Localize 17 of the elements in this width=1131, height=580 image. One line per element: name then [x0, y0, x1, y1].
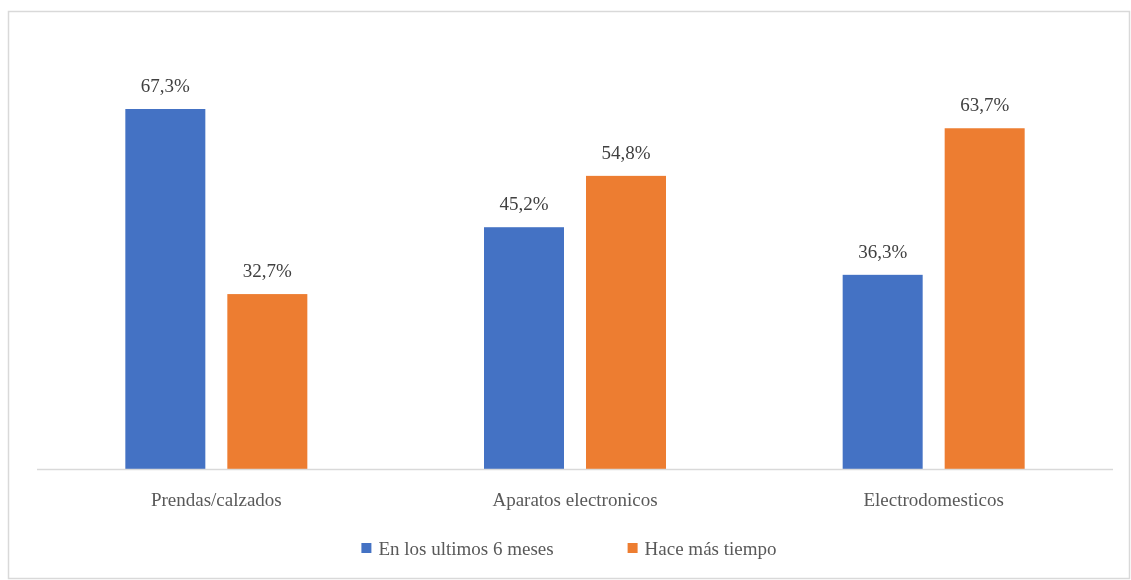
bar	[484, 227, 564, 469]
x-tick-label: Electrodomesticos	[863, 489, 1004, 510]
bar	[227, 294, 308, 469]
data-label: 67,3%	[140, 75, 191, 96]
x-tick-label: Prendas/calzados	[150, 489, 282, 510]
data-label: 54,8%	[601, 141, 651, 163]
legend-label: En los ultimos 6 meses	[378, 538, 554, 559]
data-label: 36,3%	[858, 240, 908, 262]
data-label: 63,7%	[960, 94, 1010, 116]
legend-label: Hace más tiempo	[644, 538, 777, 559]
data-label: 32,7%	[242, 260, 293, 282]
data-label: 45,2%	[499, 193, 549, 215]
bar	[944, 128, 1025, 469]
bar	[586, 175, 666, 469]
bar	[842, 274, 923, 469]
x-tick-label: Aparatos electronicos	[492, 489, 658, 510]
bar	[125, 109, 206, 469]
